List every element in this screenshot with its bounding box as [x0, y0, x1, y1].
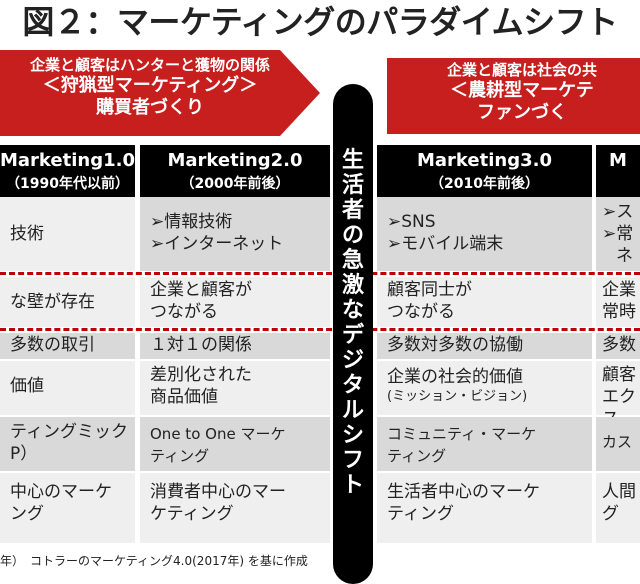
cell-line: One to One マーケ [150, 425, 286, 443]
cell-line: 生活者中心のマーケ [387, 482, 540, 502]
cell-line: ティング [387, 447, 447, 465]
cell-line: ング [10, 504, 44, 524]
hunting-marketing-arrow: 企業と顧客はハンターと獲物の関係 ＜狩猟型マーケティング＞ 購買者づくり [0, 50, 320, 136]
arrow-right-line1: 企業と顧客は社会の共 [446, 61, 597, 79]
row-relation-c2: 企業と顧客が つながる [140, 277, 330, 327]
row-value-c1: 価値 [0, 361, 135, 415]
header-title: Marketing1.0 [0, 150, 135, 171]
row-relation-c1: な壁が存在 [0, 277, 135, 327]
dashed-divider [0, 328, 640, 331]
cell-line: 消費者中心のマー [150, 482, 286, 502]
arrow-left-line2: ＜狩猟型マーケティング＞ [42, 74, 258, 96]
cell-line: 人間 [602, 482, 636, 502]
arrow-right-line2: ＜農耕型マーケテ [450, 79, 594, 101]
cell-line: 常時 [602, 302, 636, 322]
row-focus-c2: 消費者中心のマー ケティング [140, 473, 330, 543]
row-transaction-c3: 多数対多数の協働 [377, 333, 592, 359]
arrow-right-line3: ファンづく [477, 102, 567, 124]
farming-marketing-arrow: 企業と顧客は社会の共 ＜農耕型マーケテ ファンづく [387, 58, 640, 134]
row-technology-c3: ➢SNS ➢モバイル端末 [377, 197, 592, 271]
row-focus-c3: 生活者中心のマーケ ティング [377, 473, 592, 543]
cell-line: (ミッション・ビジョン) [387, 389, 528, 404]
cell-line: P） [10, 444, 38, 464]
row-value-c3: 企業の社会的価値 (ミッション・ビジョン) [377, 361, 592, 415]
cell-line: 差別化された [150, 365, 252, 385]
row-transaction-c4: 多数 [596, 333, 640, 359]
arrow-left-line3: 購買者づくり [96, 97, 204, 119]
row-focus-c1: 中心のマーケ ング [0, 473, 135, 543]
header-title: Marketing3.0 [417, 150, 552, 171]
cell-line: 中心のマーケ [10, 482, 112, 502]
dashed-divider [0, 272, 640, 275]
row-transaction-c2: １対１の関係 [140, 333, 330, 359]
cell-line: 企業の社会的価値 [387, 367, 523, 387]
row-method-c2: One to One マーケ ティング [140, 417, 330, 471]
cell-line: つながる [150, 302, 218, 322]
row-transaction-c1: 多数の取引 [0, 333, 135, 359]
header-marketing-2: Marketing2.0 （2000年前後） [140, 145, 330, 197]
row-technology-c2: ➢情報技術 ➢インターネット [140, 197, 330, 271]
header-title: M [609, 150, 627, 171]
cell-line: ➢SNS [387, 212, 436, 232]
header-period: （2000年前後） [180, 176, 290, 192]
cell-line: ➢常 [602, 224, 634, 244]
cell-line: 企業 [602, 280, 636, 300]
header-period: （2010年前後） [430, 176, 539, 192]
cell-line: ➢ス [602, 202, 634, 222]
cell-line: つながる [387, 302, 455, 322]
cell-line: ➢モバイル端末 [387, 234, 504, 254]
cell-line: 企業と顧客が [150, 280, 252, 300]
row-technology-c1: 技術 [0, 197, 135, 271]
header-title: Marketing2.0 [167, 150, 303, 171]
page-title: 図２：マーケティングのパラダイムシフト [22, 3, 618, 41]
row-method-c4: カス [596, 417, 640, 471]
cell-line: ティング [387, 504, 454, 524]
cell-line: ➢インターネット [150, 234, 284, 254]
cell-line: ➢情報技術 [150, 212, 233, 232]
cell-line: ティング [150, 447, 210, 465]
cell-line: グ [602, 504, 619, 524]
row-focus-c4: 人間グ [596, 473, 640, 543]
row-method-c1: ティングミック P） [0, 417, 135, 471]
header-marketing-4: M [596, 145, 640, 197]
cell-line: ネ [616, 246, 633, 266]
row-relation-c3: 顧客同士が つながる [377, 277, 592, 327]
cell-line: ケティング [150, 504, 234, 524]
footnote: 年） コトラーのマーケティング4.0(2017年) を基に作成 [0, 554, 308, 568]
header-period: （1990年代以前） [6, 176, 129, 192]
row-technology-c4: ➢ス ➢常ネ [596, 197, 640, 271]
row-value-c2: 差別化された 商品価値 [140, 361, 330, 415]
row-value-c4: 顧客エクス [596, 361, 640, 429]
row-relation-c4: 企業 常時 [596, 277, 640, 327]
header-marketing-1: Marketing1.0 （1990年代以前） [0, 145, 135, 197]
cell-line: ティングミック [10, 422, 128, 442]
digital-shift-band [333, 84, 373, 584]
cell-line: 顧客同士が [387, 280, 472, 300]
header-marketing-3: Marketing3.0 （2010年前後） [377, 145, 592, 197]
digital-shift-text: 生活者の急激なデジタルシフト [341, 148, 364, 498]
row-method-c3: コミュニティ・マーケ ティング [377, 417, 592, 471]
cell-line: コミュニティ・マーケ [387, 425, 537, 443]
arrow-left-line1: 企業と顧客はハンターと獲物の関係 [29, 56, 270, 74]
cell-line: 商品価値 [150, 387, 218, 407]
cell-line: 顧客 [602, 365, 636, 385]
